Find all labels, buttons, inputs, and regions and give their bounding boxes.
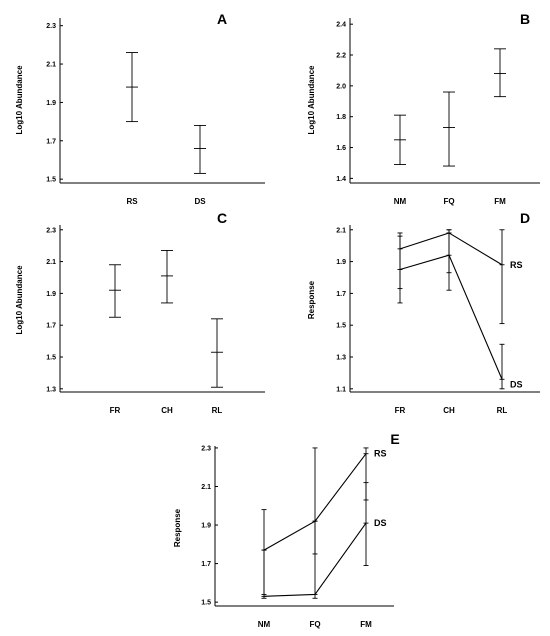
- y-tick-label: 1.7: [336, 291, 346, 298]
- panel-c: 1.3 1.5 1.7 1.9 2.1 2.3 FR CH RL Log10 Abundance C: [15, 210, 265, 415]
- y-tick-label: 2.4: [336, 22, 346, 29]
- y-tick-label: 1.7: [46, 323, 56, 330]
- x-category-label: FM: [494, 197, 506, 206]
- y-tick-label: 1.9: [46, 100, 56, 107]
- series-label: DS: [374, 518, 387, 528]
- y-tick-label: 2.2: [336, 53, 346, 60]
- x-category-label: FR: [395, 406, 406, 415]
- x-category-label: CH: [443, 406, 455, 415]
- x-category-label: FQ: [443, 197, 454, 206]
- y-tick-label: 1.9: [201, 523, 211, 530]
- panel-a: 1.5 1.7 1.9 2.1 2.3 RS DS Log10 Abundance A: [15, 11, 265, 206]
- y-axis-label: Log10 Abundance: [15, 265, 24, 335]
- y-tick-label: 1.7: [46, 138, 56, 145]
- x-category-label: RL: [212, 406, 223, 415]
- x-category-label: DS: [194, 197, 206, 206]
- y-tick-label: 1.3: [336, 355, 346, 362]
- y-tick-label: 1.5: [46, 177, 56, 184]
- panel-label: E: [390, 431, 399, 447]
- y-tick-label: 2.0: [336, 83, 346, 90]
- x-category-label: FQ: [309, 620, 320, 629]
- panel-e: 1.5 1.7 1.9 2.1 2.3 NM FQ FM Response ERS DS: [173, 431, 400, 629]
- series-label: RS: [510, 260, 523, 270]
- series-line: [399, 254, 503, 380]
- y-tick-label: 2.1: [46, 62, 56, 69]
- panel-b: 1.4 1.6 1.8 2.0 2.2 2.4 NM FQ FM Log10 Abundance B: [307, 11, 540, 206]
- y-tick-label: 1.3: [46, 386, 56, 393]
- y-tick-label: 2.1: [201, 484, 211, 491]
- y-tick-label: 1.5: [336, 323, 346, 330]
- y-axis-label: Log10 Abundance: [307, 65, 316, 135]
- x-category-label: FR: [110, 406, 121, 415]
- y-tick-label: 2.3: [46, 23, 56, 30]
- panel-label: D: [520, 210, 530, 226]
- series-label: DS: [510, 379, 523, 389]
- series-label: RS: [374, 449, 387, 459]
- y-tick-label: 2.3: [46, 227, 56, 234]
- y-axis-label: Log10 Abundance: [15, 65, 24, 135]
- y-axis-label: Response: [173, 508, 182, 547]
- panel-label: B: [520, 11, 530, 27]
- y-tick-label: 1.8: [336, 114, 346, 121]
- y-tick-label: 2.1: [336, 227, 346, 234]
- panel-label: A: [217, 11, 227, 27]
- x-category-label: RS: [126, 197, 138, 206]
- panel-d: 1.1 1.3 1.5 1.7 1.9 2.1 FR CH RL Response D RS DS: [307, 210, 540, 415]
- x-category-label: NM: [394, 197, 407, 206]
- x-category-label: NM: [258, 620, 271, 629]
- y-tick-label: 1.7: [201, 561, 211, 568]
- x-category-label: CH: [161, 406, 173, 415]
- y-tick-label: 1.5: [201, 600, 211, 607]
- y-tick-label: 2.1: [46, 259, 56, 266]
- y-tick-label: 1.1: [336, 386, 346, 393]
- y-tick-label: 2.3: [201, 445, 211, 452]
- y-tick-label: 1.6: [336, 145, 346, 152]
- y-tick-label: 1.5: [46, 355, 56, 362]
- y-tick-label: 1.9: [336, 259, 346, 266]
- y-tick-label: 1.4: [336, 176, 346, 183]
- panel-label: C: [217, 210, 227, 226]
- x-category-label: RL: [497, 406, 508, 415]
- y-axis-label: Response: [307, 280, 316, 319]
- y-tick-label: 1.9: [46, 291, 56, 298]
- x-category-label: FM: [360, 620, 372, 629]
